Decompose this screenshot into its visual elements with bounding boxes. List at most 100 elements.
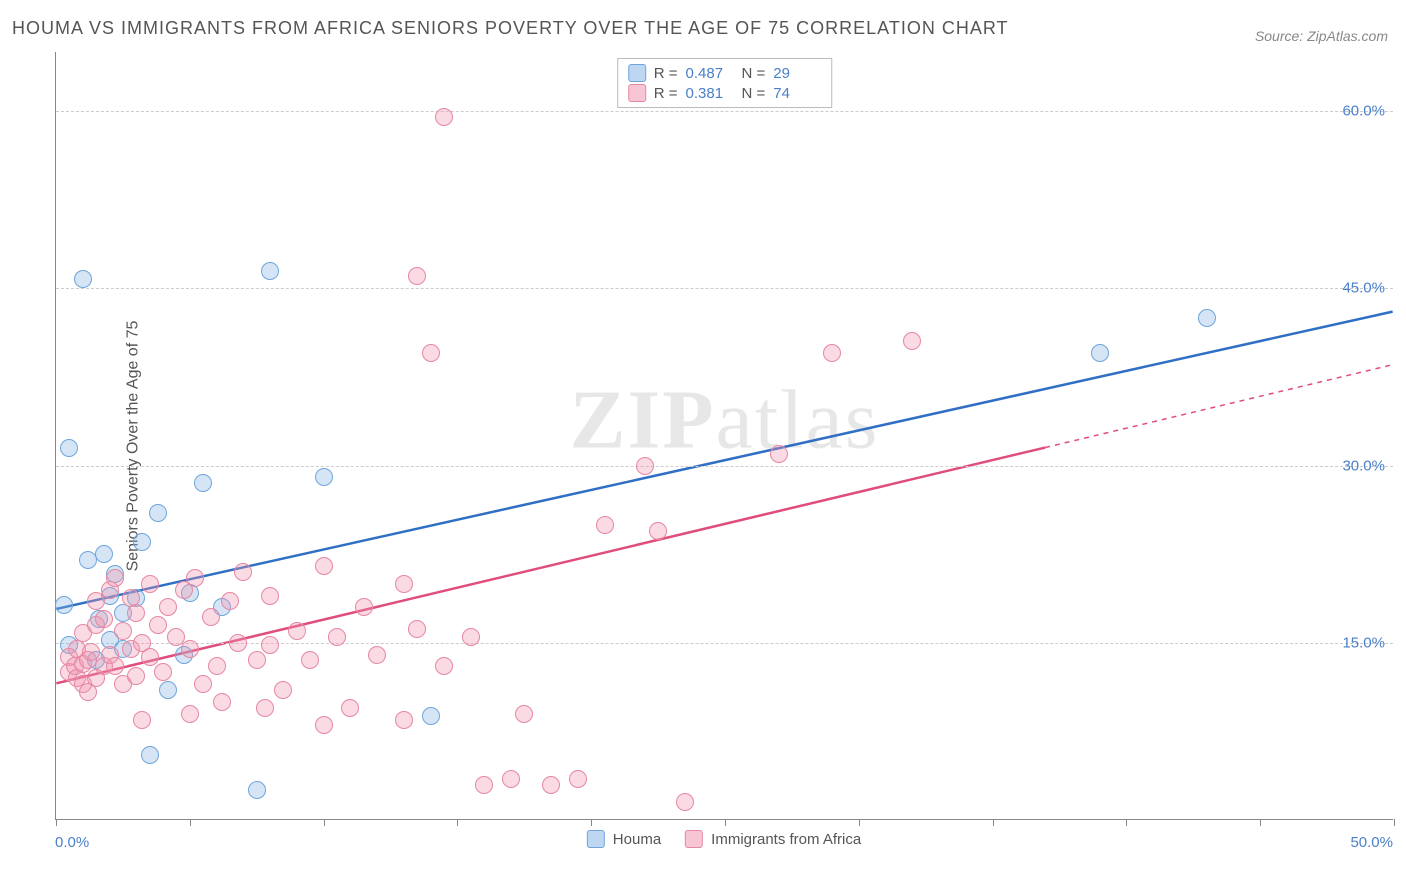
- legend-row: R = 0.381 N = 74: [628, 83, 822, 103]
- data-point: [221, 592, 239, 610]
- legend-swatch: [628, 64, 646, 82]
- legend-row: R = 0.487 N = 29: [628, 63, 822, 83]
- x-tick: [725, 819, 726, 826]
- y-tick-label: 30.0%: [1342, 457, 1385, 474]
- chart-title: HOUMA VS IMMIGRANTS FROM AFRICA SENIORS …: [12, 18, 1009, 39]
- data-point: [159, 598, 177, 616]
- x-tick: [1394, 819, 1395, 826]
- legend-swatch: [628, 84, 646, 102]
- data-point: [141, 746, 159, 764]
- x-tick: [859, 819, 860, 826]
- data-point: [95, 545, 113, 563]
- data-point: [569, 770, 587, 788]
- data-point: [229, 634, 247, 652]
- data-point: [261, 636, 279, 654]
- data-point: [154, 663, 172, 681]
- correlation-legend: R = 0.487 N = 29 R = 0.381 N = 74: [617, 58, 833, 108]
- data-point: [141, 648, 159, 666]
- data-point: [181, 640, 199, 658]
- data-point: [1091, 344, 1109, 362]
- data-point: [596, 516, 614, 534]
- data-point: [208, 657, 226, 675]
- data-point: [181, 705, 199, 723]
- data-point: [823, 344, 841, 362]
- data-point: [261, 587, 279, 605]
- legend-r-label: R =: [654, 65, 678, 82]
- data-point: [1198, 309, 1216, 327]
- y-tick-label: 15.0%: [1342, 634, 1385, 651]
- x-tick: [1126, 819, 1127, 826]
- regression-line: [56, 312, 1392, 609]
- x-tick: [1260, 819, 1261, 826]
- data-point: [422, 707, 440, 725]
- data-point: [408, 267, 426, 285]
- legend-n-value: 74: [773, 85, 821, 102]
- legend-series-name: Immigrants from Africa: [711, 831, 861, 848]
- legend-swatch: [685, 830, 703, 848]
- legend-n-value: 29: [773, 65, 821, 82]
- x-tick: [324, 819, 325, 826]
- data-point: [355, 598, 373, 616]
- data-point: [422, 344, 440, 362]
- y-tick-label: 45.0%: [1342, 280, 1385, 297]
- data-point: [636, 457, 654, 475]
- data-point: [149, 504, 167, 522]
- legend-item: Houma: [587, 830, 661, 848]
- data-point: [341, 699, 359, 717]
- gridline: [56, 643, 1393, 644]
- x-tick-label: 50.0%: [1350, 834, 1393, 851]
- data-point: [315, 557, 333, 575]
- data-point: [127, 604, 145, 622]
- legend-item: Immigrants from Africa: [685, 830, 861, 848]
- legend-r-value: 0.487: [686, 65, 734, 82]
- x-tick: [457, 819, 458, 826]
- x-tick: [591, 819, 592, 826]
- data-point: [462, 628, 480, 646]
- data-point: [368, 646, 386, 664]
- data-point: [274, 681, 292, 699]
- legend-swatch: [587, 830, 605, 848]
- data-point: [149, 616, 167, 634]
- data-point: [315, 716, 333, 734]
- data-point: [82, 643, 100, 661]
- data-point: [55, 596, 73, 614]
- y-tick-label: 60.0%: [1342, 103, 1385, 120]
- legend-n-label: N =: [742, 85, 766, 102]
- data-point: [106, 657, 124, 675]
- x-tick: [56, 819, 57, 826]
- legend-n-label: N =: [742, 65, 766, 82]
- data-point: [60, 439, 78, 457]
- data-point: [133, 711, 151, 729]
- data-point: [114, 622, 132, 640]
- data-point: [676, 793, 694, 811]
- data-point: [435, 108, 453, 126]
- data-point: [261, 262, 279, 280]
- x-tick: [993, 819, 994, 826]
- source-attribution: Source: ZipAtlas.com: [1255, 28, 1388, 44]
- data-point: [502, 770, 520, 788]
- data-point: [213, 693, 231, 711]
- data-point: [475, 776, 493, 794]
- x-tick-label: 0.0%: [55, 834, 89, 851]
- data-point: [248, 651, 266, 669]
- data-point: [256, 699, 274, 717]
- gridline: [56, 288, 1393, 289]
- data-point: [95, 610, 113, 628]
- data-point: [141, 575, 159, 593]
- legend-r-value: 0.381: [686, 85, 734, 102]
- data-point: [515, 705, 533, 723]
- gridline: [56, 111, 1393, 112]
- data-point: [186, 569, 204, 587]
- data-point: [202, 608, 220, 626]
- data-point: [395, 575, 413, 593]
- data-point: [159, 681, 177, 699]
- data-point: [194, 474, 212, 492]
- data-point: [395, 711, 413, 729]
- data-point: [248, 781, 266, 799]
- gridline: [56, 466, 1393, 467]
- data-point: [133, 533, 151, 551]
- data-point: [234, 563, 252, 581]
- x-tick: [190, 819, 191, 826]
- legend-r-label: R =: [654, 85, 678, 102]
- data-point: [408, 620, 426, 638]
